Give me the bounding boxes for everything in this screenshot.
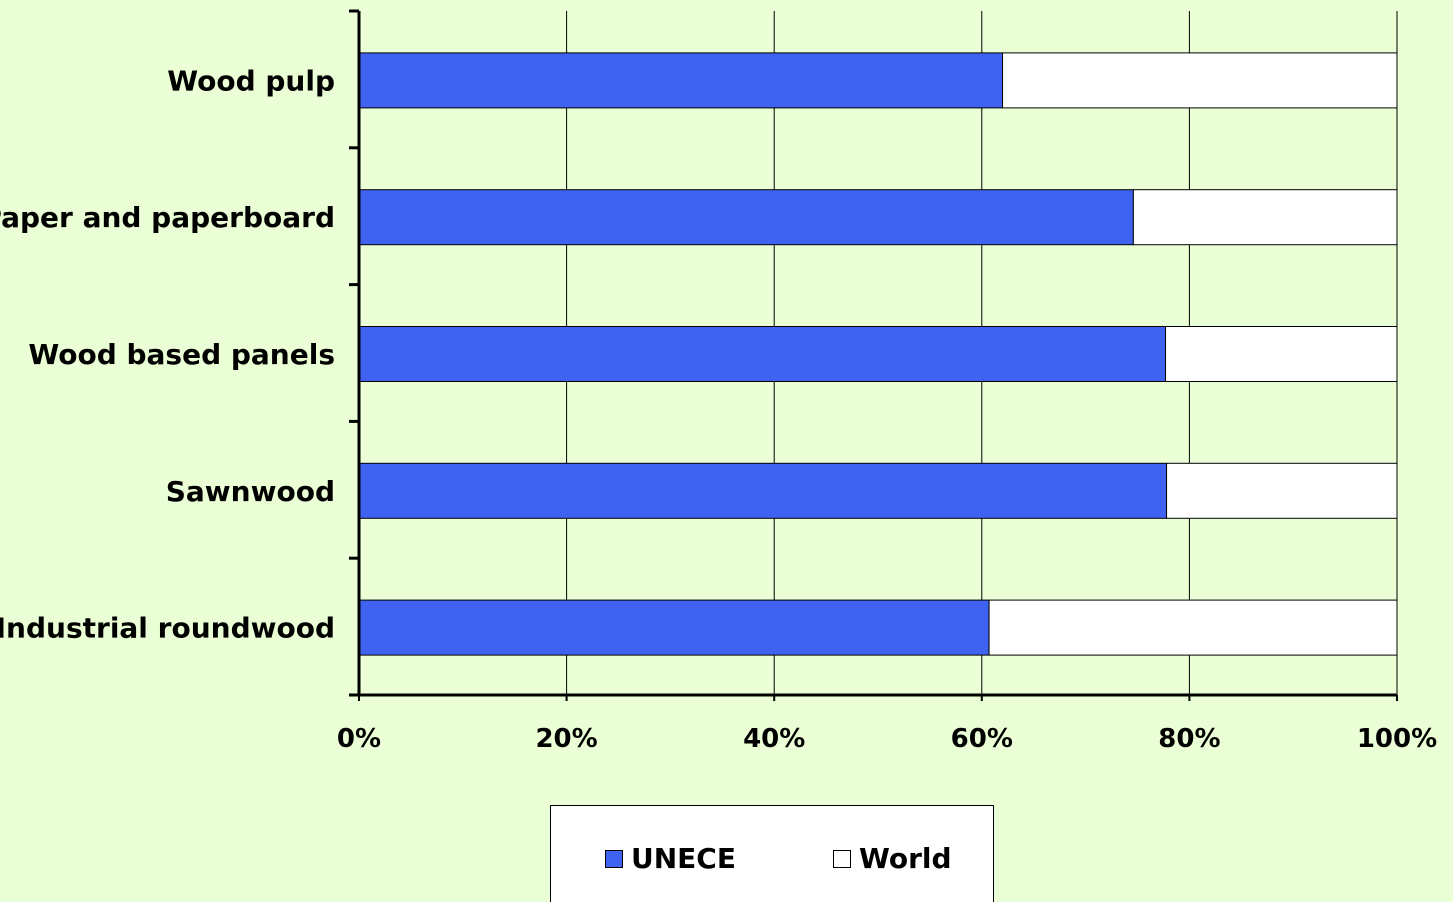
x-tick-label: 60% bbox=[951, 724, 1013, 754]
bar-world bbox=[988, 599, 1398, 656]
x-tick-label: 20% bbox=[535, 724, 597, 754]
bar-world bbox=[1165, 326, 1398, 382]
x-tick-label: 80% bbox=[1158, 724, 1220, 754]
legend-label-unece: UNECE bbox=[631, 842, 736, 875]
x-tick-label: 0% bbox=[337, 724, 381, 754]
legend-swatch-unece bbox=[605, 849, 623, 868]
x-tick-label: 40% bbox=[743, 724, 805, 754]
x-tick-label: 100% bbox=[1357, 724, 1437, 754]
legend-label-world: World bbox=[859, 842, 952, 875]
y-tick-label: Wood pulp bbox=[167, 64, 335, 97]
bar-world bbox=[1132, 189, 1398, 246]
bar-world bbox=[1002, 52, 1398, 109]
y-tick-label: Paper and paperboard bbox=[0, 201, 335, 234]
bar-unece bbox=[358, 189, 1134, 246]
y-tick-label: Sawnwood bbox=[166, 475, 335, 508]
bar-unece bbox=[358, 326, 1167, 382]
y-tick-label: Industrial roundwood bbox=[0, 612, 335, 645]
legend-item-world: World bbox=[833, 842, 952, 875]
bar-unece bbox=[358, 599, 990, 656]
legend-swatch-world bbox=[833, 849, 851, 868]
bar-world bbox=[1166, 462, 1398, 519]
legend: UNECE World bbox=[550, 805, 994, 902]
bar-chart: 0% 20% 40% 60% 80% 100% Wood pulp Paper and pap… bbox=[0, 9, 1437, 754]
y-tick-label: Wood based panels bbox=[28, 338, 335, 371]
bar-unece bbox=[358, 52, 1004, 109]
legend-item-unece: UNECE bbox=[605, 842, 736, 875]
bar-unece bbox=[358, 462, 1168, 519]
